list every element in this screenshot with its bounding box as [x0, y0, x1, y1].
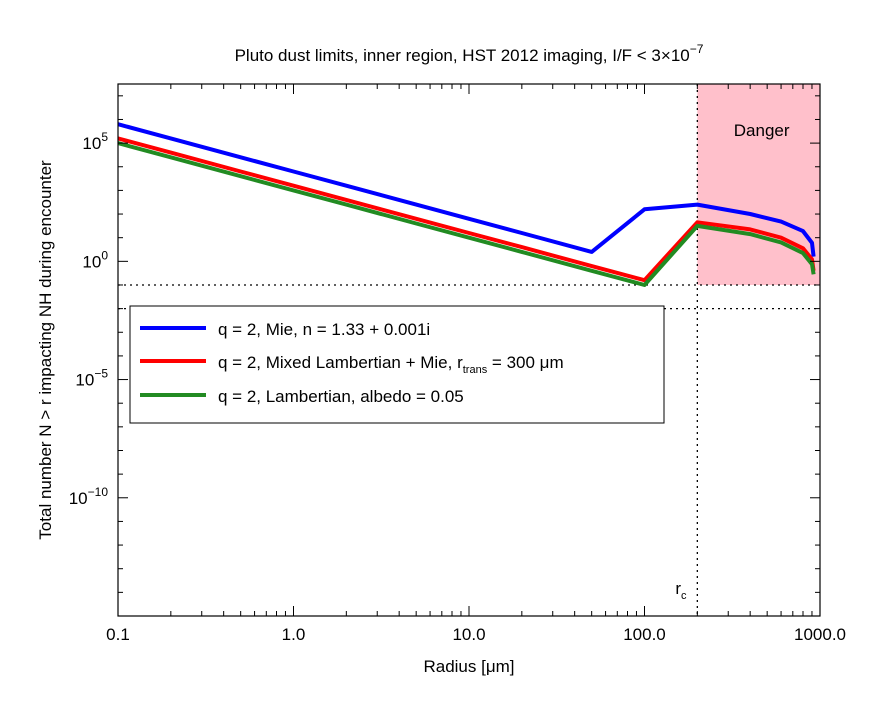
y-tick-label: 100: [82, 248, 108, 271]
series-line-0: [118, 122, 816, 257]
reference-lines-layer: rc: [118, 84, 820, 616]
danger-region: [697, 84, 820, 285]
y-tick-base: 10: [82, 134, 101, 153]
x-tick-label: 0.1: [106, 625, 130, 644]
y-tick-base: 10: [69, 489, 88, 508]
legend-box: [129, 305, 665, 424]
y-tick-exponent: 0: [101, 248, 108, 262]
y-tick-label: 10−5: [75, 367, 108, 390]
series-line-2: [118, 141, 816, 287]
rc-label: rc: [675, 579, 687, 602]
danger-region-layer: Danger: [697, 84, 820, 285]
danger-label: Danger: [734, 121, 790, 140]
x-tick-label: 1.0: [282, 625, 306, 644]
rc-label-subscript: c: [681, 590, 687, 602]
legend: q = 2, Mie, n = 1.33 + 0.001i q = 2, Mix…: [129, 305, 665, 424]
y-tick-exponent: 5: [101, 130, 108, 144]
chart-title: Pluto dust limits, inner region, HST 201…: [235, 42, 704, 65]
y-tick-exponent: −5: [94, 367, 108, 381]
y-tick-exponent: −10: [88, 485, 109, 499]
series-layer: [118, 122, 816, 287]
series-line-1: [118, 136, 816, 283]
y-tick-base: 10: [75, 371, 94, 390]
legend-label-lambertian: q = 2, Lambertian, albedo = 0.05: [218, 387, 464, 406]
x-tick-label: 100.0: [623, 625, 666, 644]
legend-label-mie: q = 2, Mie, n = 1.33 + 0.001i: [218, 320, 430, 339]
y-tick-label: 10−10: [69, 485, 109, 508]
y-tick-label: 105: [82, 130, 108, 153]
x-tick-label: 1000.0: [794, 625, 846, 644]
x-tick-label: 10.0: [452, 625, 485, 644]
y-axis-label: Total number N > r impacting NH during e…: [36, 160, 55, 540]
y-tick-base: 10: [82, 252, 101, 271]
x-axis-label: Radius [μm]: [423, 657, 514, 676]
